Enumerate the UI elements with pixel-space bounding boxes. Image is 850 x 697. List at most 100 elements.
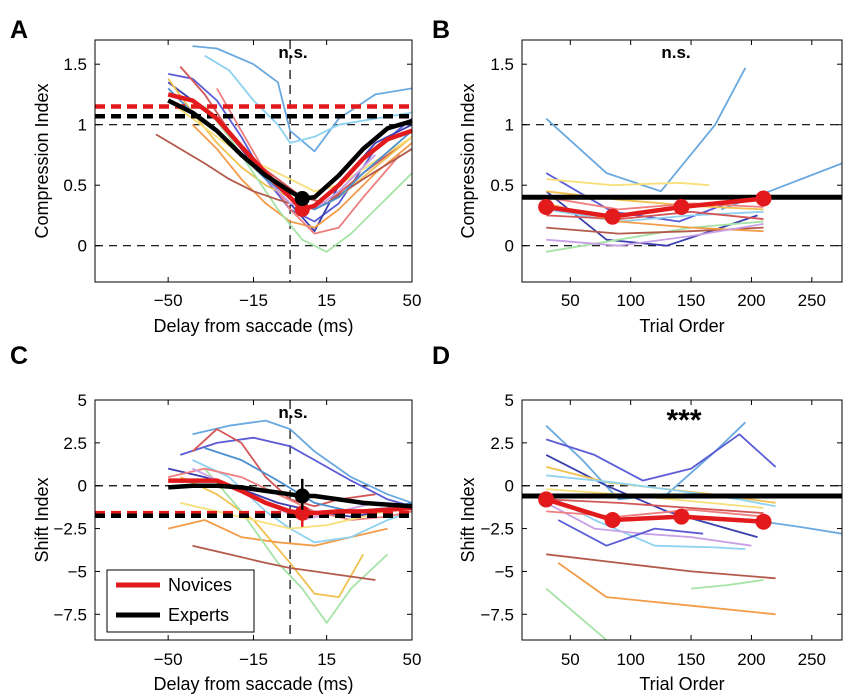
x-tick-label: 50 xyxy=(403,650,422,669)
subject-line xyxy=(192,419,412,504)
significance-label: n.s. xyxy=(278,43,307,62)
subject-line xyxy=(546,223,764,247)
subject-line xyxy=(167,467,412,521)
y-tick-label: 5 xyxy=(78,391,87,410)
panel-letter: C xyxy=(10,342,28,370)
subject-line xyxy=(546,208,764,223)
significance-label: n.s. xyxy=(278,403,307,422)
panel-a: A −50 −15 15 50 0 0.5 1 1.5 Delay from saccade (m… xyxy=(10,16,421,336)
x-axis-label: Trial Order xyxy=(639,316,724,336)
subject-line xyxy=(180,436,412,508)
subject-line xyxy=(545,421,747,501)
plot-area xyxy=(95,400,412,640)
subject-line xyxy=(216,87,401,235)
novices-series-line xyxy=(167,92,412,212)
y-tick-label: 0 xyxy=(505,237,514,256)
novices-point xyxy=(294,201,310,217)
legend-box xyxy=(106,569,255,633)
x-tick-label: 15 xyxy=(317,650,336,669)
subject-line xyxy=(557,519,704,547)
experts-point xyxy=(294,488,310,504)
subject-line xyxy=(546,178,710,187)
x-tick-label: 50 xyxy=(561,291,580,310)
x-tick-label: 200 xyxy=(737,291,765,310)
novices-point xyxy=(538,491,555,508)
y-tick-label: 2.5 xyxy=(63,434,87,453)
x-tick-label: 150 xyxy=(677,291,705,310)
x-axis-label: Delay from saccade (ms) xyxy=(153,674,353,694)
y-tick-label: −5 xyxy=(68,562,87,581)
panel-d: D 50 100 150 200 250 −7.5 −5 −2.5 0 2.5 5 Trial Orde… xyxy=(432,342,843,694)
x-tick-label: 150 xyxy=(677,650,705,669)
subject-line xyxy=(192,459,412,544)
x-axis-label: Trial Order xyxy=(639,674,724,694)
novices-point xyxy=(755,513,772,530)
subject-line xyxy=(546,508,764,518)
y-tick-label: 1.5 xyxy=(490,55,514,74)
subject-line xyxy=(179,476,364,598)
y-tick-label: 0 xyxy=(78,477,87,496)
novices-series-line xyxy=(545,497,764,524)
subject-line xyxy=(167,519,388,547)
subject-line xyxy=(546,220,764,253)
y-tick-label: 2.5 xyxy=(490,434,514,453)
novices-point xyxy=(673,508,690,525)
panel-letter: A xyxy=(10,16,28,44)
x-tick-label: −50 xyxy=(154,291,183,310)
y-tick-label: 0 xyxy=(78,237,87,256)
subject-line xyxy=(168,73,412,223)
x-tick-label: −15 xyxy=(239,650,268,669)
subject-line xyxy=(546,474,776,508)
x-tick-label: 100 xyxy=(616,291,644,310)
plot-area xyxy=(522,67,842,253)
novices-point xyxy=(673,198,690,215)
subject-line xyxy=(545,433,777,482)
y-tick-label: −5 xyxy=(495,562,514,581)
plot-area xyxy=(95,40,412,282)
y-axis-label: Compression Index xyxy=(458,83,478,238)
novices-point xyxy=(755,190,772,207)
legend: Novices Experts xyxy=(106,569,255,633)
panel-b: B 50 100 150 200 250 0 0.5 1 1.5 Trial Order Compre… xyxy=(432,16,843,336)
experts-point xyxy=(294,191,310,207)
x-tick-label: 250 xyxy=(798,650,826,669)
subject-line xyxy=(546,210,764,221)
y-tick-label: 0.5 xyxy=(490,176,514,195)
axes-frame xyxy=(521,399,843,641)
significance-label: n.s. xyxy=(661,43,690,62)
y-tick-label: 0.5 xyxy=(63,176,87,195)
y-tick-label: 1 xyxy=(78,116,87,135)
subject-line xyxy=(546,196,764,211)
y-tick-label: 0 xyxy=(505,477,514,496)
axes-frame xyxy=(521,39,843,283)
y-axis-label: Compression Index xyxy=(32,83,52,238)
y-tick-label: 1 xyxy=(505,116,514,135)
subject-line xyxy=(191,124,412,229)
x-tick-label: 50 xyxy=(561,650,580,669)
subject-line xyxy=(691,579,764,590)
novices-point xyxy=(604,208,621,225)
novices-point xyxy=(604,512,621,528)
x-tick-label: −15 xyxy=(239,291,268,310)
subject-line xyxy=(557,562,776,616)
x-tick-label: 100 xyxy=(616,650,644,669)
panel-letter: D xyxy=(432,342,450,370)
y-tick-label: −7.5 xyxy=(480,605,514,624)
y-axis-label: Shift Index xyxy=(32,477,52,562)
x-tick-label: 250 xyxy=(798,291,826,310)
y-axis-label: Shift Index xyxy=(458,477,478,562)
y-tick-label: −2.5 xyxy=(53,520,87,539)
novices-point xyxy=(294,505,310,521)
legend-label: Novices xyxy=(168,575,232,595)
panel-letter: B xyxy=(432,16,450,44)
x-tick-label: 50 xyxy=(403,291,422,310)
subject-line xyxy=(204,54,412,144)
subject-line xyxy=(546,498,764,514)
y-tick-label: −2.5 xyxy=(480,520,514,539)
novices-series-line xyxy=(545,196,764,219)
plot-area xyxy=(522,421,842,640)
x-tick-label: 200 xyxy=(737,650,765,669)
subject-line xyxy=(192,544,376,581)
x-axis-label: Delay from saccade (ms) xyxy=(153,316,353,336)
